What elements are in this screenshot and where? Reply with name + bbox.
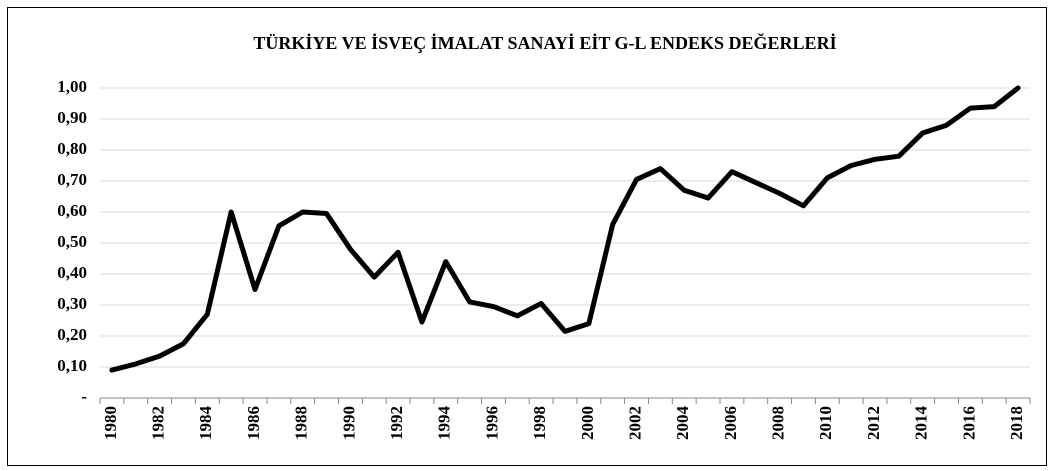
y-tick-label: 0,20 [57,325,87,344]
y-tick-label: 0,40 [57,263,87,282]
x-tick-label: 2016 [959,406,978,440]
chart-title: TÜRKİYE VE İSVEÇ İMALAT SANAYİ EİT G-L E… [253,32,836,53]
x-tick-label: 1982 [149,406,168,440]
x-tick-label: 2018 [1007,406,1026,440]
x-tick-label: 1980 [101,406,120,440]
y-tick-label: 0,50 [57,232,87,251]
chart-border [7,7,1047,466]
x-tick-label: 1990 [339,406,358,440]
y-tick-label: - [81,387,87,406]
x-tick-label: 1994 [435,406,454,441]
x-tick-label: 1984 [196,406,215,441]
y-tick-label: 0,70 [57,170,87,189]
x-tick-label: 2002 [625,406,644,440]
x-tick-label: 1996 [482,406,501,440]
x-tick-label: 2008 [769,406,788,440]
x-tick-label: 2000 [578,406,597,440]
data-line [109,85,1021,373]
x-tick-label: 1988 [292,406,311,440]
x-tick-label: 2012 [864,406,883,440]
x-tick-label: 1986 [244,406,263,440]
x-tick-label: 2006 [721,406,740,440]
y-tick-label: 0,10 [57,356,87,375]
x-tick-label: 2014 [912,406,931,441]
y-tick-label: 0,90 [57,108,87,127]
y-tick-label: 0,30 [57,294,87,313]
x-tick-label: 1998 [530,406,549,440]
x-tick-label: 2004 [673,406,692,441]
x-tick-label: 1992 [387,406,406,440]
y-tick-label: 0,60 [57,201,87,220]
x-tick-label: 2010 [816,406,835,440]
y-tick-label: 0,80 [57,139,87,158]
y-tick-label: 1,00 [57,77,87,96]
